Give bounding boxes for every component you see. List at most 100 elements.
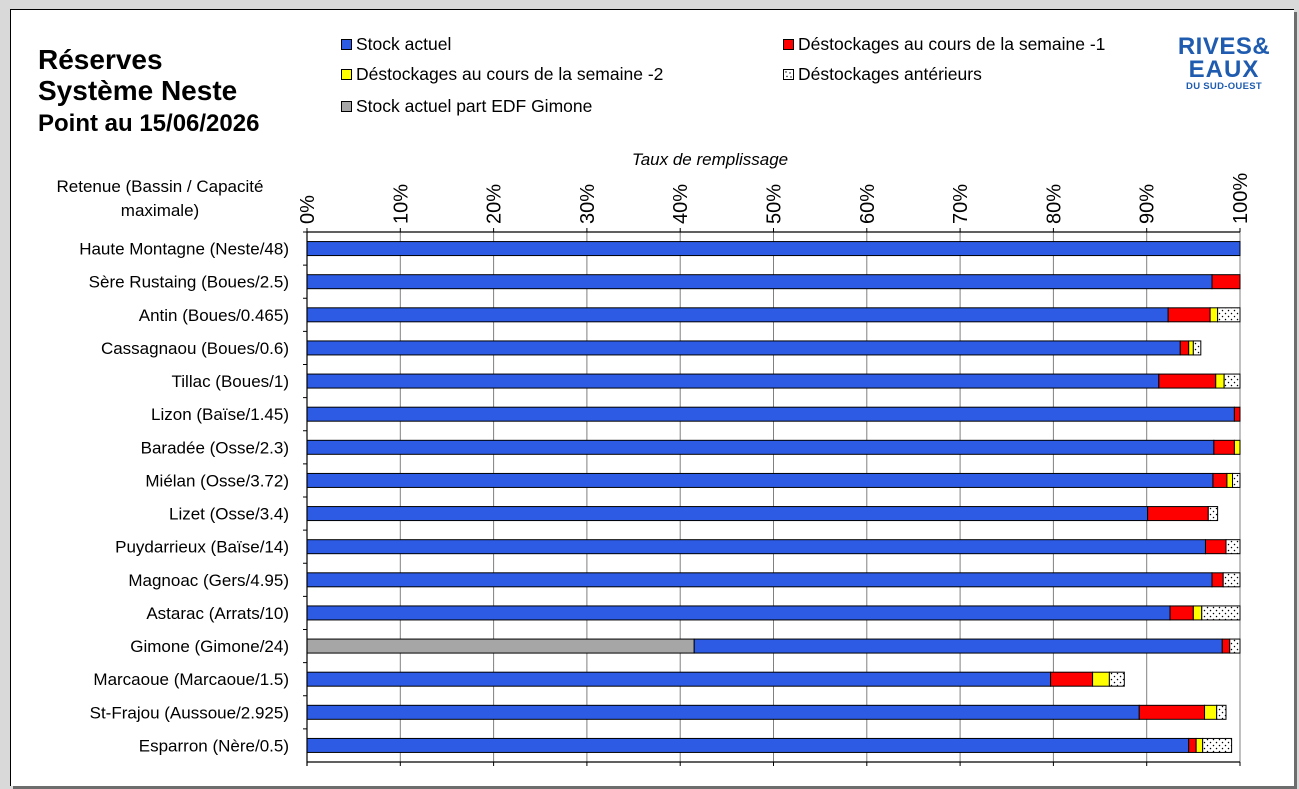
bar-segment xyxy=(306,340,1181,356)
bar-segment xyxy=(306,307,1169,323)
bar-segment xyxy=(306,671,1052,687)
bar-segment xyxy=(1233,439,1241,455)
bar-segment xyxy=(306,506,1149,522)
bar-segment xyxy=(1211,572,1224,588)
category-label: Cassagnaou (Boues/0.6) xyxy=(101,339,289,358)
bar-segment xyxy=(306,274,1213,290)
bar-segment xyxy=(1223,373,1241,389)
bar-segment xyxy=(1192,340,1202,356)
legend-item-semaine-1: Déstockages au cours de la semaine -1 xyxy=(783,34,1105,55)
bar-segment xyxy=(1207,506,1219,522)
x-tick-label: 40% xyxy=(670,184,692,224)
chart-title-line2: Système Neste xyxy=(38,75,238,107)
x-tick-label: 90% xyxy=(1137,184,1159,224)
bar-segment xyxy=(1217,307,1241,323)
bar-segment xyxy=(1092,671,1110,687)
x-tick-label: 0% xyxy=(297,195,319,224)
logo-line3: DU SUD-OUEST xyxy=(1186,81,1262,92)
legend-label: Déstockages au cours de la semaine -1 xyxy=(798,34,1106,54)
bar-segment xyxy=(306,737,1190,753)
bar-segment xyxy=(1204,704,1218,720)
x-tick-labels: 0% 10% 20% 30% 40% 50% 60% 70% 80% 90% 100% xyxy=(297,173,1252,224)
bar-segment xyxy=(1221,638,1231,654)
legend-label: Déstockages antérieurs xyxy=(798,64,982,84)
bar-segment xyxy=(1108,671,1125,687)
x-tick-label: 20% xyxy=(484,184,506,224)
legend-label: Stock actuel xyxy=(356,34,452,54)
x-tick-label: 100% xyxy=(1230,173,1252,224)
bar-segment xyxy=(1158,373,1217,389)
bar-segment xyxy=(1204,539,1227,555)
bar-segment xyxy=(1167,307,1211,323)
category-labels: Haute Montagne (Neste/48) Sère Rustaing (… xyxy=(79,240,289,756)
bar-segment xyxy=(1179,340,1190,356)
bar-segment xyxy=(1209,307,1219,323)
bar-segment xyxy=(1188,737,1197,753)
title-block: Réserves Système Neste Point au 15/06/20… xyxy=(38,44,259,138)
rives-eaux-logo: RIVES& EAUX DU SUD-OUEST xyxy=(1170,35,1278,93)
x-tick-label: 60% xyxy=(857,184,879,224)
category-label: Magnoac (Gers/4.95) xyxy=(128,571,289,590)
chart-panel xyxy=(10,9,1294,786)
category-label: Lizet (Osse/3.4) xyxy=(169,505,289,524)
bar-segment xyxy=(693,638,1223,654)
legend-swatch xyxy=(341,39,352,50)
bar-segment xyxy=(1233,406,1241,422)
bars xyxy=(306,241,1241,753)
bar-segment xyxy=(1222,572,1241,588)
category-label: Antin (Boues/0.465) xyxy=(139,306,289,325)
chart-title-line1: Réserves xyxy=(38,44,163,75)
category-label: Miélan (Osse/3.72) xyxy=(145,471,289,490)
bar-segment xyxy=(1201,605,1241,621)
bar-segment xyxy=(306,241,1241,257)
bar-segment xyxy=(1169,605,1194,621)
x-tick-label: 30% xyxy=(577,184,599,224)
bar-segment xyxy=(306,704,1140,720)
bar-segment xyxy=(306,572,1213,588)
legend-swatch xyxy=(341,101,352,112)
x-tick-label: 10% xyxy=(390,184,412,224)
bar-segment xyxy=(306,472,1214,488)
bar-segment xyxy=(306,406,1235,422)
bar-segment xyxy=(1192,605,1203,621)
bar-segment xyxy=(306,605,1171,621)
bar-segment xyxy=(1211,274,1241,290)
legend-item-stock-actuel: Stock actuel xyxy=(341,34,451,55)
legend-label: Déstockages au cours de la semaine -2 xyxy=(356,64,664,84)
legend-item-anterieurs: Déstockages antérieurs xyxy=(783,64,982,85)
category-label: Haute Montagne (Neste/48) xyxy=(79,240,289,259)
bar-segment xyxy=(306,439,1215,455)
bar-segment xyxy=(1212,472,1228,488)
bar-segment xyxy=(1202,737,1233,753)
category-label: Lizon (Baïse/1.45) xyxy=(151,405,289,424)
category-label: Gimone (Gimone/24) xyxy=(130,637,289,656)
logo-line2: EAUX xyxy=(1188,56,1260,83)
legend-swatch xyxy=(783,39,794,50)
legend-label: Stock actuel part EDF Gimone xyxy=(356,96,593,116)
bar-segment xyxy=(1229,638,1241,654)
bar-segment xyxy=(1138,704,1206,720)
x-tick-label: 80% xyxy=(1043,184,1065,224)
bar-segment xyxy=(306,373,1160,389)
category-label: St-Frajou (Aussoue/2.925) xyxy=(90,703,289,722)
bar-segment xyxy=(306,638,695,654)
axes xyxy=(303,228,1241,766)
x-tick-label: 70% xyxy=(950,184,972,224)
category-label: Puydarrieux (Baïse/14) xyxy=(115,538,289,557)
bar-segment xyxy=(1213,439,1235,455)
x-tick-label: 50% xyxy=(764,184,786,224)
category-label: Esparron (Nère/0.5) xyxy=(139,736,289,755)
category-label: Tillac (Boues/1) xyxy=(172,372,289,391)
legend-item-edf-gimone: Stock actuel part EDF Gimone xyxy=(341,96,592,117)
bar-segment xyxy=(1226,472,1234,488)
logo-line1: RIVES& xyxy=(1177,33,1271,60)
legend-item-semaine-2: Déstockages au cours de la semaine -2 xyxy=(341,64,663,85)
bar-segment xyxy=(1232,472,1241,488)
x-axis-title: Taux de remplissage xyxy=(632,150,788,169)
chart-date-line: Point au 15/06/2026 xyxy=(38,109,260,137)
bar-segment xyxy=(1195,737,1204,753)
y-axis-header-line2: maximale) xyxy=(121,201,199,220)
bar-segment xyxy=(1225,539,1241,555)
category-label: Marcaoue (Marcaoue/1.5) xyxy=(93,670,289,689)
